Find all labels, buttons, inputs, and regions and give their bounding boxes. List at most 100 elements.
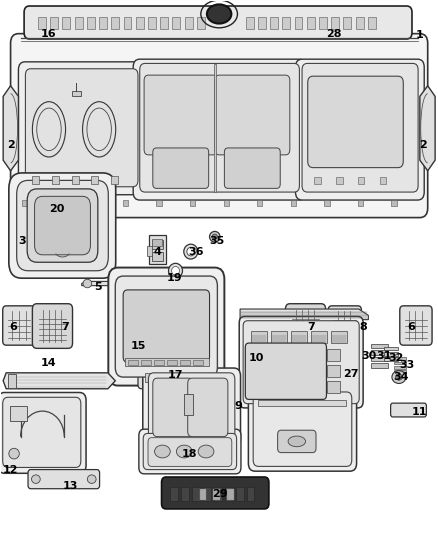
Bar bbox=[197, 17, 205, 29]
Bar bbox=[319, 17, 327, 29]
Bar bbox=[10, 406, 27, 421]
Bar bbox=[52, 176, 59, 183]
Bar bbox=[180, 360, 190, 366]
Text: 20: 20 bbox=[49, 204, 64, 214]
Bar bbox=[358, 177, 364, 184]
Text: 12: 12 bbox=[3, 465, 18, 474]
Bar bbox=[75, 17, 83, 29]
FancyBboxPatch shape bbox=[391, 403, 427, 417]
Bar bbox=[32, 176, 39, 183]
Bar bbox=[258, 400, 346, 406]
FancyBboxPatch shape bbox=[115, 276, 217, 377]
FancyBboxPatch shape bbox=[11, 34, 427, 217]
Bar bbox=[343, 17, 351, 29]
Text: 30: 30 bbox=[362, 351, 377, 361]
Bar bbox=[331, 17, 339, 29]
Bar bbox=[190, 199, 195, 206]
Ellipse shape bbox=[184, 244, 198, 259]
Polygon shape bbox=[3, 86, 18, 171]
Bar bbox=[72, 91, 81, 96]
Text: 16: 16 bbox=[41, 29, 57, 39]
Bar bbox=[311, 332, 327, 343]
Bar bbox=[327, 366, 340, 377]
Bar bbox=[192, 487, 200, 502]
Ellipse shape bbox=[87, 475, 96, 483]
Bar bbox=[394, 370, 406, 373]
FancyBboxPatch shape bbox=[138, 366, 195, 389]
Bar bbox=[136, 17, 144, 29]
Bar bbox=[371, 344, 389, 349]
FancyBboxPatch shape bbox=[308, 76, 403, 167]
Text: 19: 19 bbox=[167, 273, 183, 283]
Bar bbox=[394, 358, 406, 360]
Text: 8: 8 bbox=[359, 322, 367, 332]
Bar bbox=[184, 394, 193, 415]
FancyBboxPatch shape bbox=[245, 343, 326, 399]
Bar bbox=[291, 199, 296, 206]
Bar bbox=[271, 332, 287, 343]
Bar bbox=[295, 17, 303, 29]
Bar bbox=[152, 252, 163, 261]
Text: 29: 29 bbox=[212, 489, 228, 499]
Ellipse shape bbox=[9, 448, 19, 459]
Polygon shape bbox=[420, 86, 435, 171]
Text: 28: 28 bbox=[326, 29, 341, 39]
Ellipse shape bbox=[209, 231, 220, 242]
FancyBboxPatch shape bbox=[25, 69, 138, 187]
Bar bbox=[56, 199, 61, 206]
Text: 6: 6 bbox=[407, 322, 415, 332]
Bar bbox=[72, 176, 79, 183]
Ellipse shape bbox=[83, 279, 92, 288]
Text: 7: 7 bbox=[62, 322, 70, 332]
Polygon shape bbox=[3, 373, 115, 389]
Text: 18: 18 bbox=[182, 449, 197, 458]
Bar bbox=[63, 17, 71, 29]
Ellipse shape bbox=[198, 445, 214, 458]
FancyBboxPatch shape bbox=[108, 268, 224, 385]
Bar bbox=[156, 199, 162, 206]
Ellipse shape bbox=[172, 266, 180, 275]
Bar bbox=[371, 364, 389, 368]
Bar bbox=[213, 489, 219, 500]
Text: 36: 36 bbox=[189, 247, 204, 256]
Bar bbox=[371, 357, 389, 361]
Text: 9: 9 bbox=[234, 401, 242, 411]
Text: 35: 35 bbox=[210, 236, 225, 246]
FancyBboxPatch shape bbox=[9, 173, 116, 278]
Bar bbox=[214, 487, 222, 502]
Bar bbox=[327, 350, 340, 361]
Bar bbox=[141, 360, 151, 366]
Text: 32: 32 bbox=[389, 353, 404, 363]
Bar bbox=[246, 17, 254, 29]
Bar bbox=[336, 177, 343, 184]
FancyBboxPatch shape bbox=[143, 433, 237, 470]
Bar bbox=[123, 199, 128, 206]
FancyBboxPatch shape bbox=[153, 148, 208, 188]
FancyBboxPatch shape bbox=[153, 378, 193, 437]
Bar bbox=[152, 239, 162, 246]
Ellipse shape bbox=[212, 234, 217, 239]
Ellipse shape bbox=[155, 445, 170, 458]
FancyBboxPatch shape bbox=[188, 378, 228, 437]
Bar bbox=[199, 489, 205, 500]
Text: 3: 3 bbox=[18, 236, 26, 246]
Bar bbox=[314, 177, 321, 184]
Ellipse shape bbox=[169, 263, 183, 278]
Bar bbox=[152, 240, 163, 249]
Bar bbox=[251, 332, 267, 343]
Ellipse shape bbox=[396, 374, 403, 380]
Bar bbox=[124, 17, 131, 29]
FancyBboxPatch shape bbox=[328, 306, 361, 345]
FancyBboxPatch shape bbox=[18, 62, 145, 195]
Ellipse shape bbox=[392, 370, 406, 383]
Text: 5: 5 bbox=[94, 282, 102, 292]
Bar bbox=[149, 235, 166, 264]
Text: 11: 11 bbox=[412, 407, 427, 417]
Ellipse shape bbox=[177, 445, 192, 458]
FancyBboxPatch shape bbox=[32, 304, 73, 349]
FancyBboxPatch shape bbox=[296, 59, 424, 200]
FancyBboxPatch shape bbox=[302, 63, 418, 192]
FancyBboxPatch shape bbox=[278, 430, 316, 453]
Text: 34: 34 bbox=[394, 372, 409, 382]
Bar bbox=[257, 199, 262, 206]
